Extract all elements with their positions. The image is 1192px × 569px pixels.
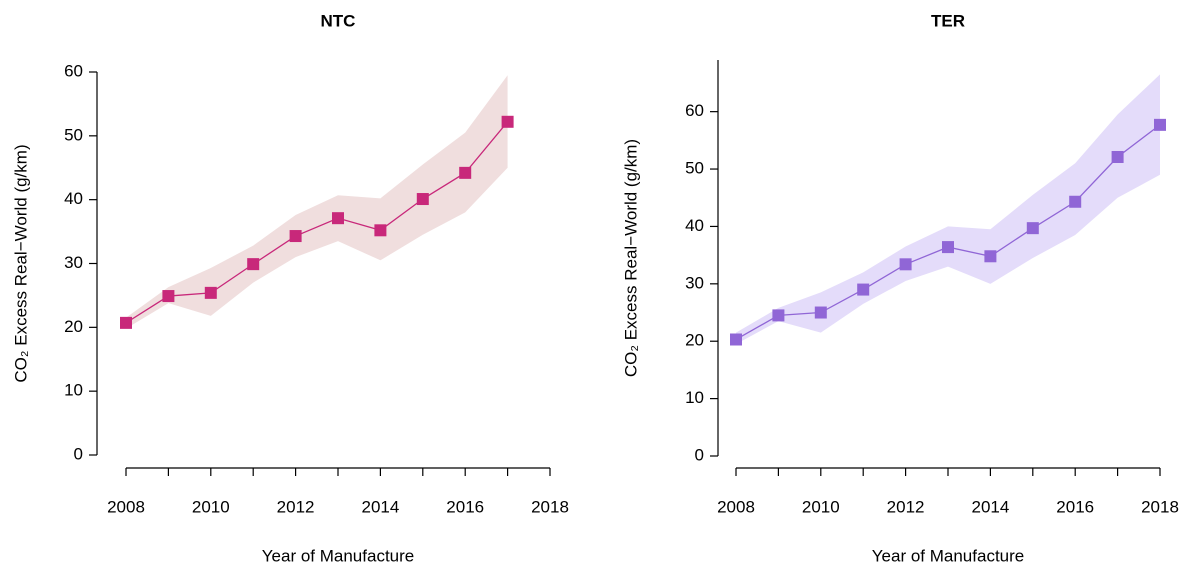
y-tick-label: 60 — [64, 61, 83, 80]
y-tick-label: 30 — [64, 253, 83, 272]
x-tick-label: 2008 — [717, 497, 755, 516]
chart-title: TER — [931, 11, 965, 30]
marker — [374, 224, 387, 237]
chart: NTC Year of Manufacture CO₂ Excess Real−Wo… — [11, 11, 568, 565]
marker — [1026, 222, 1039, 235]
x-tick-label: 2018 — [531, 497, 569, 516]
marker — [332, 212, 344, 225]
marker — [730, 333, 742, 346]
marker — [247, 258, 260, 271]
marker — [1069, 195, 1082, 208]
marker — [289, 230, 302, 243]
marker — [1111, 150, 1124, 163]
y-tick-label: 30 — [685, 273, 704, 292]
y-tick-label: 40 — [685, 216, 704, 235]
confidence-band — [126, 75, 508, 329]
chart: TER Year of Manufacture CO₂ Excess Real−Wo… — [621, 11, 1178, 565]
marker — [857, 283, 870, 296]
x-tick-label: 2014 — [361, 497, 399, 516]
marker — [942, 241, 954, 254]
y-tick-label: 20 — [685, 331, 704, 350]
x-tick-label: 2008 — [107, 497, 145, 516]
y-tick-label: 60 — [685, 101, 704, 120]
marker — [814, 306, 827, 319]
marker — [204, 286, 217, 299]
y-tick-label: 0 — [74, 444, 83, 463]
marker — [899, 258, 912, 271]
marker — [1154, 118, 1166, 131]
y-tick-label: 0 — [695, 445, 704, 464]
marker — [162, 290, 175, 303]
marker — [501, 115, 514, 128]
y-axis-label: CO₂ Excess Real−World (g/km) — [621, 139, 640, 377]
line — [125, 121, 509, 324]
x-tick-label: 2014 — [971, 497, 1009, 516]
y-tick-label: 40 — [64, 189, 83, 208]
x-axis-label: Year of Manufacture — [872, 546, 1024, 565]
marker — [984, 250, 997, 263]
x-tick-label: 2018 — [1141, 497, 1179, 516]
marker — [772, 309, 785, 322]
marker — [459, 166, 472, 179]
y-tick-label: 50 — [64, 125, 83, 144]
y-tick-label: 20 — [64, 317, 83, 336]
y-tick-label: 10 — [685, 388, 704, 407]
x-axis-label: Year of Manufacture — [262, 546, 414, 565]
marker — [416, 193, 429, 206]
x-tick-label: 2012 — [277, 497, 315, 516]
x-tick-label: 2016 — [1056, 497, 1094, 516]
x-tick-label: 2016 — [446, 497, 484, 516]
y-axis-label: CO₂ Excess Real−World (g/km) — [11, 144, 30, 382]
x-tick-label: 2010 — [802, 497, 840, 516]
marker — [120, 316, 132, 329]
x-tick-label: 2010 — [192, 497, 230, 516]
y-tick-label: 50 — [685, 159, 704, 178]
x-tick-label: 2012 — [887, 497, 925, 516]
y-tick-label: 10 — [64, 381, 83, 400]
chart-title: NTC — [321, 11, 356, 30]
confidence-band — [736, 74, 1160, 345]
